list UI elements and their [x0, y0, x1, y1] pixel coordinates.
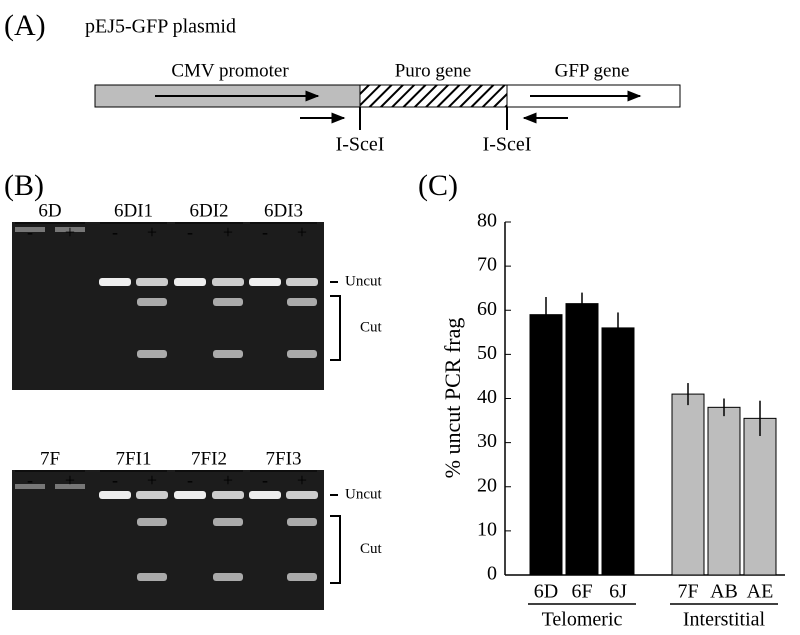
gel-band: [55, 227, 85, 232]
bar: [529, 314, 563, 576]
lane-sign: +: [147, 470, 157, 490]
gel-band: [287, 573, 317, 581]
y-tick-label: 10: [477, 518, 497, 540]
gel-band: [287, 298, 317, 306]
gel-band: [213, 518, 243, 526]
y-tick-label: 50: [477, 342, 497, 364]
bar: [671, 393, 705, 576]
y-tick-label: 40: [477, 386, 497, 408]
lane-label: 6DI1: [114, 200, 153, 221]
group-label: Interstitial: [683, 609, 766, 631]
y-tick-label: 20: [477, 474, 497, 496]
puro-segment: [359, 84, 508, 108]
gel-band: [15, 484, 45, 489]
x-tick-label: AB: [710, 581, 738, 603]
y-tick-label: 30: [477, 430, 497, 452]
chart: 0 10 20 30 40 50 60 70 80 6D 6F 6J Telomeric 7F AB AE In…: [477, 210, 778, 631]
bar: [601, 327, 635, 576]
gel-image: [12, 222, 324, 390]
gel-band: [213, 350, 243, 358]
gel-band: [174, 278, 206, 286]
y-tick-label: 80: [477, 210, 497, 232]
gel-band: [213, 298, 243, 306]
gel-band: [213, 573, 243, 581]
uncut-label: Uncut: [345, 273, 382, 289]
x-tick-label: AE: [747, 581, 774, 603]
lane-sign: -: [27, 470, 33, 490]
x-tick-label: 7F: [677, 581, 698, 603]
lane-sign: -: [262, 470, 268, 490]
lane-label: 6DI3: [264, 200, 303, 221]
uncut-label: Uncut: [345, 486, 382, 502]
panel-label: (A): [4, 9, 46, 42]
gel-band: [287, 518, 317, 526]
gel-band: [287, 350, 317, 358]
lane-sign: +: [65, 470, 75, 490]
lane-sign: +: [297, 222, 307, 242]
plasmid-title: pEJ5-GFP plasmid: [85, 16, 236, 38]
lane-label: 6D: [38, 200, 61, 221]
lane-sign: +: [65, 222, 75, 242]
segment-label: CMV promoter: [171, 60, 289, 81]
x-tick-label: 6D: [534, 581, 558, 603]
y-tick-label: 0: [487, 563, 497, 585]
lane-sign: +: [223, 470, 233, 490]
lane-sign: -: [27, 222, 33, 242]
gel-band: [212, 491, 244, 499]
site-label: I-SceI: [483, 134, 532, 156]
lane-sign: -: [187, 470, 193, 490]
gel-band: [137, 518, 167, 526]
lane-sign: -: [187, 222, 193, 242]
lane-sign: +: [223, 222, 233, 242]
gel-band: [249, 491, 281, 499]
panel-label: (C): [418, 169, 458, 202]
cut-bracket: [330, 515, 341, 584]
y-axis-label: % uncut PCR frag: [440, 318, 465, 479]
group-label: Telomeric: [542, 609, 623, 631]
gel-band: [137, 573, 167, 581]
x-tick-label: 6F: [571, 581, 592, 603]
segment-label: GFP gene: [555, 60, 630, 81]
bar: [707, 406, 741, 576]
panel-label: (B): [4, 169, 44, 202]
gel-band: [99, 491, 131, 499]
gel-band: [136, 278, 168, 286]
gel-band: [286, 278, 318, 286]
gel-band: [55, 484, 85, 489]
lane-sign: -: [262, 222, 268, 242]
gel-band: [286, 491, 318, 499]
gel-band: [137, 350, 167, 358]
lane-label: 7FI2: [191, 448, 227, 469]
gel-band: [212, 278, 244, 286]
cut-bracket: [330, 295, 341, 361]
segment-label: Puro gene: [395, 60, 472, 81]
site-label: I-SceI: [336, 134, 385, 156]
cut-label: Cut: [360, 319, 383, 335]
gel-band: [249, 278, 281, 286]
gel-band: [137, 298, 167, 306]
gel-band: [136, 491, 168, 499]
gel-band: [15, 227, 45, 232]
y-tick-label: 70: [477, 254, 497, 276]
bar: [743, 417, 777, 576]
bar: [565, 303, 599, 576]
gel-band: [174, 491, 206, 499]
gel-band: [99, 278, 131, 286]
lane-sign: +: [147, 222, 157, 242]
lane-label: 7FI1: [116, 448, 152, 469]
y-tick-label: 60: [477, 298, 497, 320]
lane-label: 6DI2: [189, 200, 228, 221]
lane-sign: +: [297, 470, 307, 490]
lane-sign: -: [112, 222, 118, 242]
x-tick-label: 6J: [609, 581, 627, 603]
cut-label: Cut: [360, 541, 383, 557]
lane-label: 7FI3: [266, 448, 302, 469]
lane-label: 7F: [40, 448, 60, 469]
lane-sign: -: [112, 470, 118, 490]
